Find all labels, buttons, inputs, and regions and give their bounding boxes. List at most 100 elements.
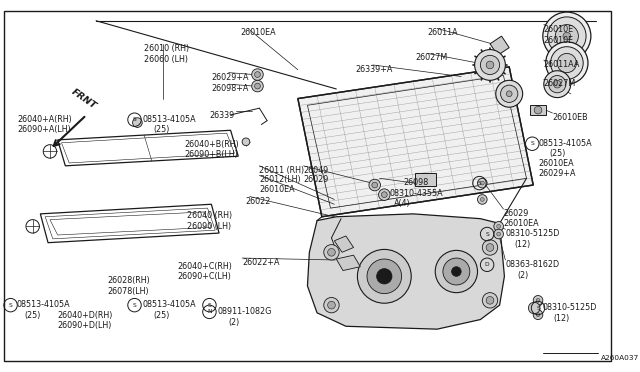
Circle shape xyxy=(557,54,577,73)
Text: 08363-8162D: 08363-8162D xyxy=(506,260,559,269)
Text: 26029: 26029 xyxy=(504,209,529,218)
Text: 26090+C(LH): 26090+C(LH) xyxy=(178,272,232,280)
Circle shape xyxy=(486,296,494,304)
Text: (25): (25) xyxy=(154,311,170,320)
Text: 26011A: 26011A xyxy=(428,28,458,38)
Circle shape xyxy=(372,182,378,188)
Circle shape xyxy=(529,302,540,314)
Text: (12): (12) xyxy=(554,314,570,323)
Circle shape xyxy=(548,76,566,93)
Text: 26040 (RH): 26040 (RH) xyxy=(188,211,232,220)
Text: 08513-4105A: 08513-4105A xyxy=(538,139,591,148)
Text: 26090+A(LH): 26090+A(LH) xyxy=(17,125,71,134)
Text: S: S xyxy=(132,117,136,122)
Text: (12): (12) xyxy=(514,240,531,249)
Text: (2): (2) xyxy=(517,270,528,279)
Text: 26098+A: 26098+A xyxy=(211,84,249,93)
Text: 26040+C(RH): 26040+C(RH) xyxy=(178,262,232,271)
Text: 08513-4105A: 08513-4105A xyxy=(17,300,70,310)
Text: 26060 (LH): 26060 (LH) xyxy=(144,55,188,64)
Circle shape xyxy=(132,118,142,127)
Circle shape xyxy=(481,181,484,185)
Circle shape xyxy=(543,12,591,60)
Text: 26010EA: 26010EA xyxy=(538,159,573,168)
Text: 08310-4355A: 08310-4355A xyxy=(389,189,443,198)
Bar xyxy=(415,173,436,186)
Text: 26011 (RH): 26011 (RH) xyxy=(259,166,305,175)
Circle shape xyxy=(242,138,250,146)
Circle shape xyxy=(255,83,260,89)
Text: 26010EA: 26010EA xyxy=(240,28,276,38)
Bar xyxy=(531,105,546,115)
Text: 26049: 26049 xyxy=(303,166,329,175)
Text: 26010EB: 26010EB xyxy=(552,113,588,122)
Circle shape xyxy=(497,224,500,228)
Circle shape xyxy=(369,179,380,191)
Circle shape xyxy=(548,17,586,55)
Circle shape xyxy=(328,301,335,309)
Circle shape xyxy=(486,61,494,69)
Circle shape xyxy=(367,259,402,294)
Text: 26029+A: 26029+A xyxy=(538,169,575,178)
Text: S: S xyxy=(531,141,534,146)
Circle shape xyxy=(324,298,339,313)
Text: 08310-5125D: 08310-5125D xyxy=(543,303,597,312)
Circle shape xyxy=(452,267,461,276)
Text: 26098: 26098 xyxy=(404,178,429,187)
Text: 08310-5125D: 08310-5125D xyxy=(506,229,560,238)
Text: 08911-1082G: 08911-1082G xyxy=(217,307,271,316)
Text: 08513-4105A: 08513-4105A xyxy=(142,115,196,124)
Text: 26339+A: 26339+A xyxy=(355,65,393,74)
Text: (25): (25) xyxy=(550,150,566,158)
Circle shape xyxy=(494,222,504,231)
Circle shape xyxy=(500,85,518,102)
Text: 26029: 26029 xyxy=(303,176,329,185)
Text: S: S xyxy=(207,303,211,308)
Circle shape xyxy=(534,106,542,114)
Circle shape xyxy=(556,25,579,48)
Circle shape xyxy=(483,240,498,255)
Text: 26022+A: 26022+A xyxy=(242,258,280,267)
Text: S: S xyxy=(485,231,489,237)
Text: (25): (25) xyxy=(154,125,170,134)
Text: (25): (25) xyxy=(24,311,40,320)
Circle shape xyxy=(496,80,523,107)
Circle shape xyxy=(435,250,477,293)
Circle shape xyxy=(506,91,512,97)
Circle shape xyxy=(544,71,571,97)
Circle shape xyxy=(483,293,498,308)
Text: (2): (2) xyxy=(228,318,240,327)
Text: 26010EA: 26010EA xyxy=(259,185,295,194)
Circle shape xyxy=(475,49,506,80)
Text: 26040+A(RH): 26040+A(RH) xyxy=(17,115,72,124)
Polygon shape xyxy=(334,236,353,252)
Text: 26012(LH): 26012(LH) xyxy=(259,176,301,185)
Circle shape xyxy=(550,47,583,79)
Text: S: S xyxy=(536,305,540,311)
Text: D: D xyxy=(485,262,490,267)
Text: 26028(RH): 26028(RH) xyxy=(108,276,150,285)
Text: S: S xyxy=(9,303,12,308)
Text: S: S xyxy=(477,181,481,186)
Circle shape xyxy=(533,310,543,320)
Text: A(4): A(4) xyxy=(394,199,410,208)
Text: 26010E: 26010E xyxy=(544,25,574,33)
Text: S: S xyxy=(132,303,136,308)
Text: N: N xyxy=(207,310,212,314)
Polygon shape xyxy=(298,67,533,217)
Circle shape xyxy=(376,269,392,284)
Circle shape xyxy=(255,72,260,77)
Circle shape xyxy=(563,32,571,40)
Polygon shape xyxy=(490,36,509,55)
Text: 26029+A: 26029+A xyxy=(211,73,249,81)
Circle shape xyxy=(497,232,500,236)
Text: 26027M: 26027M xyxy=(415,54,447,62)
Circle shape xyxy=(554,80,561,88)
Circle shape xyxy=(443,258,470,285)
Circle shape xyxy=(477,178,487,188)
Circle shape xyxy=(357,249,412,303)
Circle shape xyxy=(536,313,540,317)
Text: 26010EA: 26010EA xyxy=(504,219,539,228)
Text: 26090+D(LH): 26090+D(LH) xyxy=(58,321,112,330)
Text: 26339: 26339 xyxy=(209,111,235,120)
